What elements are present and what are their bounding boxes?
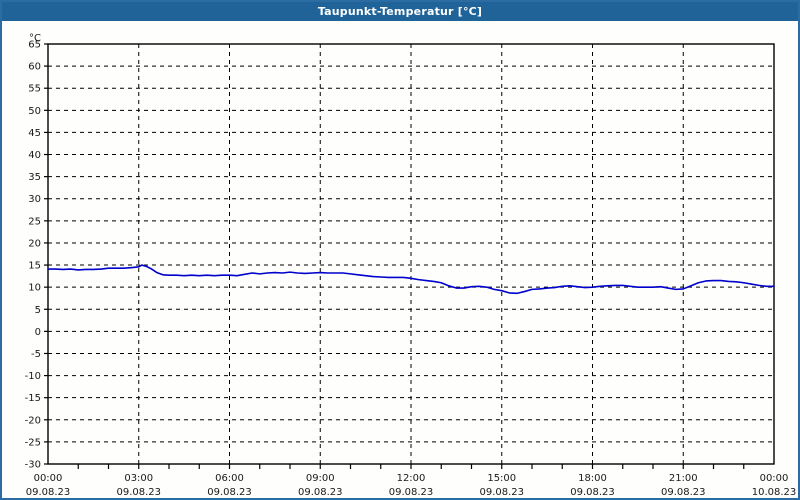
y-axis-unit-label-text: °C [29,33,41,44]
y-axis-tick-label: 35 [28,172,41,183]
y-axis-tick-label: 5 [35,305,41,316]
y-axis-tick-label: 20 [28,238,41,249]
y-axis-tick-label: -30 [25,460,41,471]
y-axis-unit-label: °C [29,33,41,44]
x-axis-time-label: 15:00 [487,473,516,484]
y-axis-tick-label: 30 [28,194,41,205]
y-axis-tick-label: 65 [28,40,41,51]
y-axis-tick-label: 45 [28,128,41,139]
y-axis-tick-label: -10 [25,371,41,382]
y-axis-tick-label: -5 [31,349,41,360]
grid-lines [48,43,774,464]
y-axis-tick-label: -25 [25,437,41,448]
data-line-taupunkt-temperatur [47,264,775,295]
window-title-bar: Taupunkt-Temperatur [°C] [2,2,798,21]
x-axis-time-label: 00:00 [760,473,789,484]
y-axis-tick-labels: 65605550454035302520151050-5-10-15-20-25… [25,40,41,471]
y-axis-tick-label: -15 [25,393,41,404]
x-axis-date-label: 09.08.23 [570,487,615,498]
axis-lines [44,43,775,469]
y-axis-tick-label: 50 [28,106,41,117]
x-axis-date-label: 09.08.23 [207,487,252,498]
y-axis-tick-label: 15 [28,261,41,272]
x-axis-time-label: 18:00 [578,473,607,484]
y-axis-tick-label: 0 [35,327,41,338]
y-axis-tick-label: 10 [28,283,41,294]
x-axis-time-label: 06:00 [215,473,244,484]
x-axis-time-label: 12:00 [397,473,426,484]
x-axis-tick-labels: 00:00 09.08.23 03:00 09.08.23 06:00 09.08.23 0… [26,473,797,498]
x-axis-date-label: 10.08.23 [752,487,797,498]
x-axis-time-label: 00:00 [34,473,63,484]
y-axis-tick-label: 40 [28,150,41,161]
x-axis-date-label: 09.08.23 [389,487,434,498]
y-axis-tick-label: 55 [28,84,41,95]
data-series-layer [47,264,775,295]
page-title: Taupunkt-Temperatur [°C] [317,5,483,18]
x-axis-date-label: 09.08.23 [116,487,161,498]
x-axis-time-label: 09:00 [306,473,335,484]
x-axis-date-label: 09.08.23 [661,487,706,498]
y-axis-tick-label: -20 [25,415,41,426]
x-axis-date-label: 09.08.23 [26,487,71,498]
x-axis-date-label: 09.08.23 [479,487,524,498]
x-axis-time-label: 21:00 [669,473,698,484]
line-chart: 65605550454035302520151050-5-10-15-20-25… [25,33,797,498]
x-axis-time-label: 03:00 [124,473,153,484]
chart-canvas: 65 60 55 50 45 40 35 30 25 20 15 10 5 0 -5 -10 -15 -20 -25… [2,21,798,498]
y-axis-tick-label: 25 [28,216,41,227]
x-axis-date-label: 09.08.23 [298,487,343,498]
y-axis-tick-label: 60 [28,62,41,73]
